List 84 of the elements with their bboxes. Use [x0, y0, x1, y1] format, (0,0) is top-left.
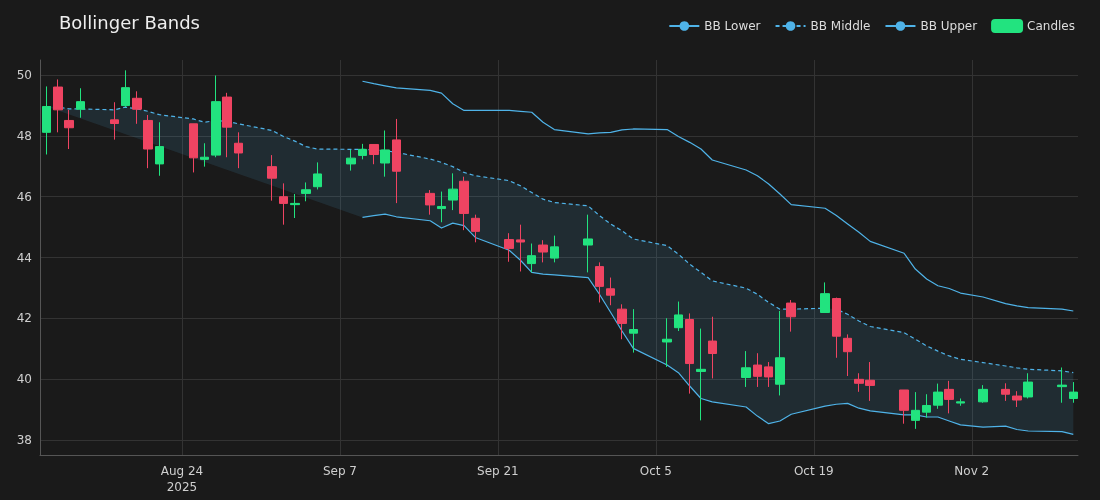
candlestick — [1069, 381, 1078, 404]
candlestick — [911, 391, 920, 430]
line-series — [361, 213, 1074, 435]
candlestick — [753, 352, 762, 388]
y-tick-label: 50 — [16, 68, 32, 83]
candlestick — [933, 383, 943, 410]
x-tick-label: Sep 7 — [322, 464, 357, 478]
candlestick — [392, 118, 401, 204]
candlestick — [1001, 382, 1010, 402]
legend-label: BB Lower — [704, 19, 761, 33]
candlestick — [550, 235, 559, 263]
candlestick — [448, 172, 458, 211]
candlestick — [459, 176, 469, 231]
candlestick — [629, 308, 638, 354]
line-series — [361, 80, 1074, 312]
candlestick — [358, 143, 367, 160]
candlestick — [234, 131, 243, 169]
candlestick — [685, 312, 694, 395]
candlestick — [606, 277, 615, 306]
candlestick — [595, 261, 604, 303]
y-tick-label: 46 — [16, 189, 32, 204]
candlestick — [899, 389, 909, 425]
x-tick-label: Nov 2 — [954, 464, 990, 478]
candlestick — [504, 232, 514, 263]
candlestick — [843, 333, 852, 377]
legend-label: BB Middle — [810, 19, 871, 33]
candlestick — [471, 214, 480, 243]
candlestick — [583, 214, 593, 273]
candlestick — [110, 101, 119, 141]
candlestick — [313, 161, 322, 190]
candlestick — [978, 384, 988, 404]
y-tick-label: 44 — [16, 250, 32, 265]
candlestick — [425, 189, 435, 216]
candlestick — [76, 87, 85, 119]
candlestick — [516, 224, 525, 272]
candlestick — [617, 303, 627, 340]
legend-label: BB Upper — [920, 19, 978, 33]
candlestick — [1023, 372, 1033, 399]
candlestick — [674, 301, 683, 332]
candlestick — [786, 299, 796, 333]
x-tick-label: Oct 5 — [639, 464, 672, 478]
candlestick — [121, 69, 130, 108]
candlestick — [132, 90, 142, 125]
candlestick — [346, 149, 356, 172]
candlestick — [437, 191, 446, 223]
candlestick — [944, 380, 954, 414]
candlestick — [775, 310, 785, 396]
candlestick — [922, 393, 931, 419]
candlestick — [527, 243, 536, 273]
candlestick — [1012, 390, 1022, 408]
y-tick-label: 48 — [16, 128, 32, 143]
x-tick-label: Oct 19 — [793, 464, 834, 478]
candlestick — [538, 239, 548, 263]
x-tick-label: Sep 21 — [477, 464, 519, 478]
candlestick — [832, 297, 841, 359]
candlestick — [267, 154, 277, 202]
candlestick — [155, 121, 164, 177]
candlestick — [708, 316, 717, 379]
candlestick — [143, 114, 153, 169]
candlestick — [301, 181, 311, 202]
candlestick — [741, 350, 751, 388]
candlestick — [662, 317, 672, 368]
legend-label: Candles — [1027, 19, 1076, 33]
y-tick-label: 42 — [16, 311, 32, 326]
y-tick-label: 40 — [16, 372, 32, 387]
candlestick — [222, 92, 232, 158]
candlestick — [279, 182, 288, 226]
candlestick — [956, 397, 965, 407]
candlestick — [53, 78, 63, 133]
candlestick — [764, 361, 773, 388]
candlestick — [189, 123, 198, 173]
chart-title: Bollinger Bands — [59, 11, 200, 33]
candlestick — [64, 109, 74, 150]
candlestick — [42, 85, 51, 155]
candlestick — [290, 193, 300, 219]
candlestick — [200, 142, 209, 168]
candlestick — [211, 75, 221, 158]
x-tick-label: Aug 24 2025 — [160, 464, 204, 494]
candlestick — [380, 129, 390, 178]
candlestick — [820, 281, 830, 313]
candlestick — [1057, 366, 1067, 404]
candlestick — [696, 328, 706, 421]
candlestick — [369, 143, 379, 165]
y-tick-label: 38 — [16, 432, 32, 447]
